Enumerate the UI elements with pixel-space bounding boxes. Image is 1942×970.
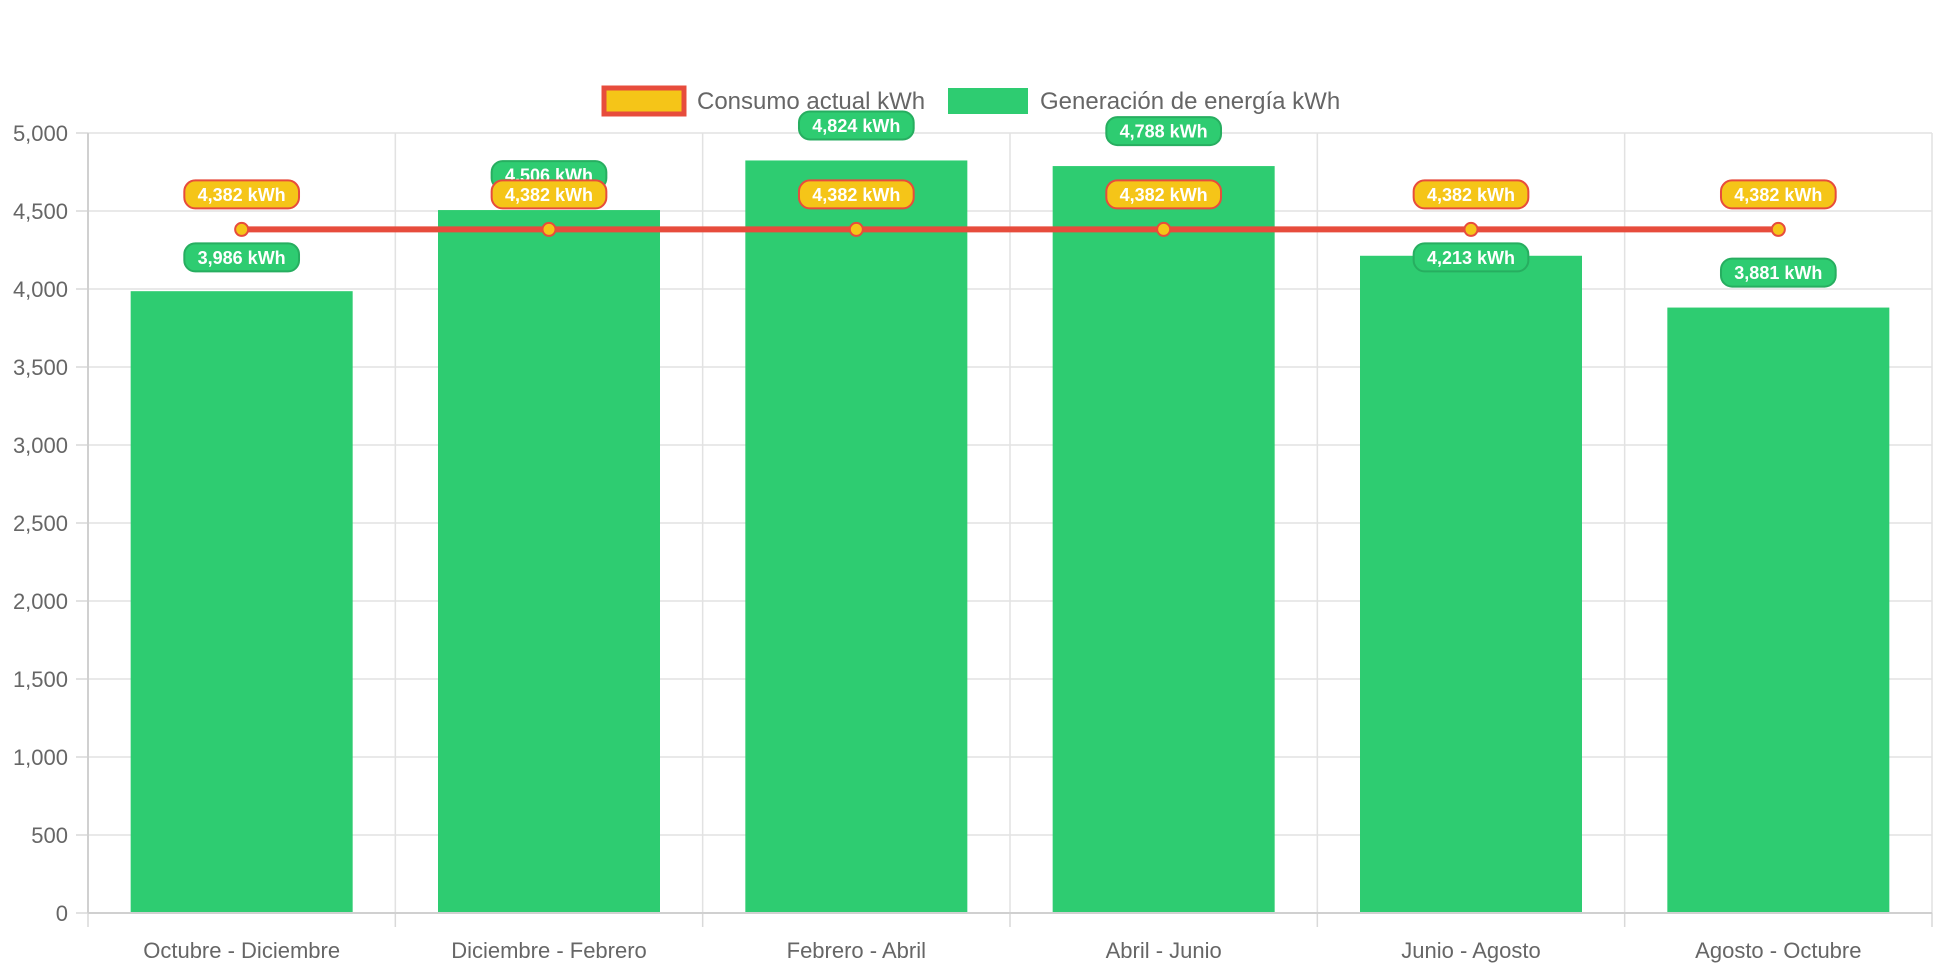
data-label-text: 4,382 kWh bbox=[198, 185, 286, 205]
consumption-data-label: 4,382 kWh bbox=[797, 179, 915, 210]
generation-data-label: 4,788 kWh bbox=[1105, 116, 1223, 147]
generation-bar[interactable] bbox=[130, 291, 353, 914]
x-tick-label: Abril - Junio bbox=[1106, 938, 1222, 963]
x-tick-label: Junio - Agosto bbox=[1401, 938, 1540, 963]
data-label-pill bbox=[1412, 242, 1530, 273]
data-label-pill bbox=[183, 242, 301, 273]
consumption-line bbox=[234, 221, 1786, 237]
legend-swatch-consumption bbox=[601, 85, 687, 117]
data-label-text: 4,824 kWh bbox=[812, 116, 900, 136]
data-label-text: 4,213 kWh bbox=[1427, 248, 1515, 268]
consumption-data-label: 4,382 kWh bbox=[1105, 179, 1223, 210]
consumption-data-label: 4,382 kWh bbox=[490, 179, 608, 210]
x-tick-label: Agosto - Octubre bbox=[1695, 938, 1861, 963]
data-label-text: 4,788 kWh bbox=[1120, 122, 1208, 142]
y-tick-label: 3,000 bbox=[13, 433, 68, 458]
data-label-pill bbox=[1719, 257, 1837, 288]
y-tick-label: 0 bbox=[56, 901, 68, 926]
consumption-data-label: 4,382 kWh bbox=[1412, 179, 1530, 210]
y-tick-label: 2,500 bbox=[13, 511, 68, 536]
y-tick-label: 3,500 bbox=[13, 355, 68, 380]
generation-bar[interactable] bbox=[745, 160, 968, 913]
chart-grid bbox=[88, 132, 1933, 913]
consumption-point[interactable] bbox=[1463, 221, 1479, 237]
legend-item-consumption[interactable]: Consumo actual kWh bbox=[601, 85, 925, 117]
chart-axes: 0 500 1,000 1,500 2,000 2,500 3,000 3,500 4,000 4… bbox=[13, 121, 1933, 963]
y-tick-label: 500 bbox=[31, 823, 68, 848]
data-label-pill bbox=[1105, 116, 1223, 147]
data-label-text: 3,881 kWh bbox=[1734, 263, 1822, 283]
legend-item-generation[interactable]: Generación de energía kWh bbox=[948, 88, 1340, 115]
x-tick-label: Febrero - Abril bbox=[787, 938, 926, 963]
consumption-point[interactable] bbox=[848, 221, 864, 237]
y-tick-label: 2,000 bbox=[13, 589, 68, 614]
legend-label-generation: Generación de energía kWh bbox=[1040, 88, 1340, 115]
legend-label-consumption: Consumo actual kWh bbox=[697, 88, 925, 115]
data-label-text: 4,382 kWh bbox=[1734, 185, 1822, 205]
x-tick-label: Octubre - Diciembre bbox=[143, 938, 340, 963]
data-label-pill bbox=[797, 110, 915, 141]
generation-bars bbox=[130, 160, 1890, 914]
data-label-pill bbox=[1412, 179, 1530, 210]
y-tick-label: 4,000 bbox=[13, 277, 68, 302]
y-tick-label: 1,500 bbox=[13, 667, 68, 692]
generation-data-label: 4,824 kWh bbox=[797, 110, 915, 141]
consumption-point[interactable] bbox=[1156, 221, 1172, 237]
generation-data-label: 3,881 kWh bbox=[1719, 257, 1837, 288]
y-tick-label: 4,500 bbox=[13, 199, 68, 224]
generation-bar[interactable] bbox=[1052, 166, 1275, 913]
consumption-point[interactable] bbox=[1770, 221, 1786, 237]
x-tick-label: Diciembre - Febrero bbox=[451, 938, 647, 963]
data-label-text: 4,382 kWh bbox=[1120, 185, 1208, 205]
y-tick-label: 1,000 bbox=[13, 745, 68, 770]
data-label-pill bbox=[183, 179, 301, 210]
data-label-text: 4,382 kWh bbox=[1427, 185, 1515, 205]
legend-swatch-generation bbox=[948, 88, 1028, 114]
generation-bar[interactable] bbox=[438, 210, 660, 914]
generation-data-label: 3,986 kWh bbox=[183, 242, 301, 273]
data-label-text: 3,986 kWh bbox=[198, 248, 286, 268]
data-label-pill bbox=[1105, 179, 1223, 210]
data-label-pill bbox=[1719, 179, 1837, 210]
consumption-point[interactable] bbox=[541, 221, 557, 237]
data-label-pill bbox=[490, 179, 608, 210]
generation-bar[interactable] bbox=[1667, 307, 1890, 914]
legend: Consumo actual kWh Generación de energía… bbox=[601, 85, 1340, 117]
generation-data-label: 4,213 kWh bbox=[1412, 242, 1530, 273]
data-label-pill bbox=[797, 179, 915, 210]
data-label-text: 4,382 kWh bbox=[505, 185, 593, 205]
consumption-data-label: 4,382 kWh bbox=[183, 179, 301, 210]
generation-bar[interactable] bbox=[1360, 255, 1582, 914]
consumption-point[interactable] bbox=[234, 221, 250, 237]
data-label-text: 4,382 kWh bbox=[812, 185, 900, 205]
consumption-data-label: 4,382 kWh bbox=[1719, 179, 1837, 210]
y-tick-label: 5,000 bbox=[13, 121, 68, 146]
